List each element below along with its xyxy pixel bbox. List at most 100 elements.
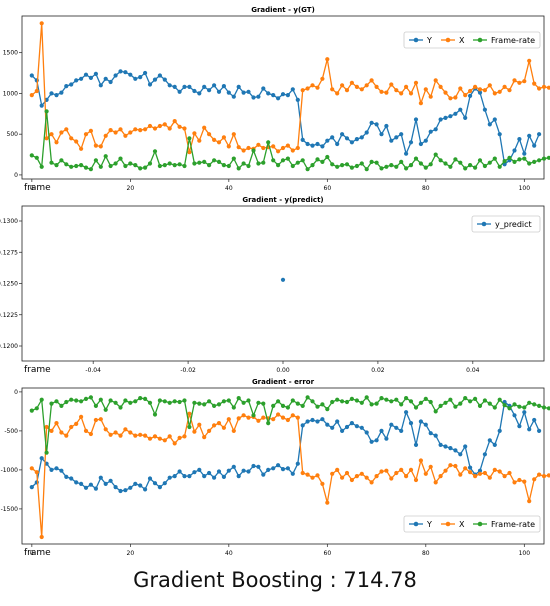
data-point-x bbox=[108, 432, 113, 437]
data-point-y bbox=[330, 425, 335, 430]
data-point-x bbox=[226, 144, 231, 149]
data-point-frame-rate bbox=[423, 165, 428, 170]
data-point-y bbox=[423, 422, 428, 427]
data-point-x bbox=[517, 80, 522, 85]
data-point-x bbox=[359, 87, 364, 92]
data-point-x bbox=[290, 148, 295, 153]
data-point-x bbox=[443, 468, 448, 473]
data-point-y bbox=[88, 482, 93, 487]
data-point-frame-rate bbox=[69, 397, 74, 402]
data-point-y bbox=[98, 475, 103, 480]
data-point-y bbox=[369, 439, 374, 444]
data-point-y bbox=[413, 117, 419, 122]
data-point-x bbox=[541, 84, 547, 89]
data-point-y bbox=[93, 486, 98, 491]
data-point-x bbox=[192, 131, 197, 136]
data-point-x bbox=[197, 138, 202, 143]
data-point-y bbox=[428, 431, 433, 436]
data-point-frame-rate bbox=[364, 395, 369, 400]
data-point-y bbox=[29, 485, 34, 490]
data-point-x bbox=[340, 83, 345, 88]
data-point-frame-rate bbox=[88, 395, 93, 400]
data-point-x bbox=[354, 474, 359, 479]
legend-box bbox=[403, 31, 541, 49]
data-point-frame-rate bbox=[123, 163, 128, 169]
data-point-y bbox=[197, 467, 202, 472]
legend-swatch-marker bbox=[413, 37, 419, 43]
data-point-x bbox=[221, 425, 226, 430]
data-point-frame-rate bbox=[404, 396, 409, 401]
data-point-y bbox=[64, 84, 69, 89]
data-point-x bbox=[88, 431, 93, 437]
data-point-frame-rate bbox=[167, 161, 172, 166]
data-point-frame-rate bbox=[458, 401, 463, 406]
data-point-x bbox=[207, 428, 212, 433]
data-point-x bbox=[202, 435, 207, 440]
data-point-frame-rate bbox=[103, 407, 108, 412]
data-point-x bbox=[433, 78, 438, 83]
data-point-x bbox=[241, 148, 246, 153]
data-point-frame-rate bbox=[44, 109, 49, 114]
data-point-x bbox=[418, 458, 423, 463]
data-point-frame-rate bbox=[271, 158, 276, 163]
data-point-frame-rate bbox=[172, 163, 177, 168]
data-point-frame-rate bbox=[64, 399, 69, 405]
data-point-y bbox=[167, 83, 172, 88]
data-point-y bbox=[379, 132, 384, 137]
data-point-x bbox=[59, 430, 64, 435]
data-point-frame-rate bbox=[280, 158, 286, 163]
data-point-frame-rate bbox=[443, 161, 448, 166]
data-point-x bbox=[59, 130, 64, 135]
data-point-x bbox=[340, 475, 345, 480]
chart-title: Gradient - y(predict) bbox=[242, 196, 323, 204]
series-line-frame-rate bbox=[31, 111, 550, 171]
data-point-x bbox=[167, 126, 172, 131]
data-point-y bbox=[404, 151, 409, 156]
data-point-frame-rate bbox=[261, 401, 266, 406]
data-point-frame-rate bbox=[522, 156, 527, 161]
data-point-frame-rate bbox=[177, 162, 182, 167]
data-point-x bbox=[285, 143, 290, 148]
data-point-x bbox=[34, 470, 39, 475]
data-point-frame-rate bbox=[207, 163, 212, 168]
data-point-frame-rate bbox=[418, 161, 423, 166]
data-point-frame-rate bbox=[34, 155, 39, 160]
data-point-x bbox=[44, 136, 49, 141]
data-point-y bbox=[300, 137, 305, 142]
data-point-frame-rate bbox=[541, 156, 547, 161]
data-point-frame-rate bbox=[108, 398, 113, 403]
data-point-y bbox=[167, 475, 172, 480]
data-point-frame-rate bbox=[280, 403, 286, 408]
data-point-x bbox=[143, 433, 148, 438]
data-point-y bbox=[69, 82, 74, 87]
data-point-y bbox=[162, 481, 167, 486]
data-point-y bbox=[251, 463, 256, 469]
data-point-frame-rate bbox=[354, 163, 359, 169]
data-point-x bbox=[369, 78, 374, 83]
data-point-y bbox=[276, 463, 281, 468]
data-point-frame-rate bbox=[59, 403, 64, 408]
data-point-frame-rate bbox=[246, 398, 251, 403]
data-point-x bbox=[295, 415, 300, 420]
data-point-y bbox=[123, 488, 128, 493]
series-line-x bbox=[31, 23, 550, 153]
data-point-frame-rate bbox=[197, 401, 202, 406]
data-point-y bbox=[261, 472, 266, 477]
data-point-y bbox=[138, 483, 143, 488]
data-point-frame-rate bbox=[423, 396, 428, 401]
data-point-y bbox=[482, 452, 487, 457]
legend-swatch-marker bbox=[413, 521, 419, 527]
data-point-x bbox=[522, 479, 527, 484]
data-point-x bbox=[34, 88, 39, 94]
data-point-x bbox=[39, 534, 44, 540]
data-point-frame-rate bbox=[468, 399, 473, 404]
y-tick-label: 1500 bbox=[3, 50, 18, 57]
data-point-frame-rate bbox=[276, 163, 281, 168]
data-point-frame-rate bbox=[477, 158, 483, 163]
data-point-frame-rate bbox=[172, 399, 177, 404]
data-point-frame-rate bbox=[468, 163, 473, 168]
data-point-frame-rate bbox=[143, 165, 148, 170]
data-point-x bbox=[276, 149, 281, 154]
data-point-y bbox=[39, 456, 44, 461]
data-point-x bbox=[216, 421, 222, 426]
